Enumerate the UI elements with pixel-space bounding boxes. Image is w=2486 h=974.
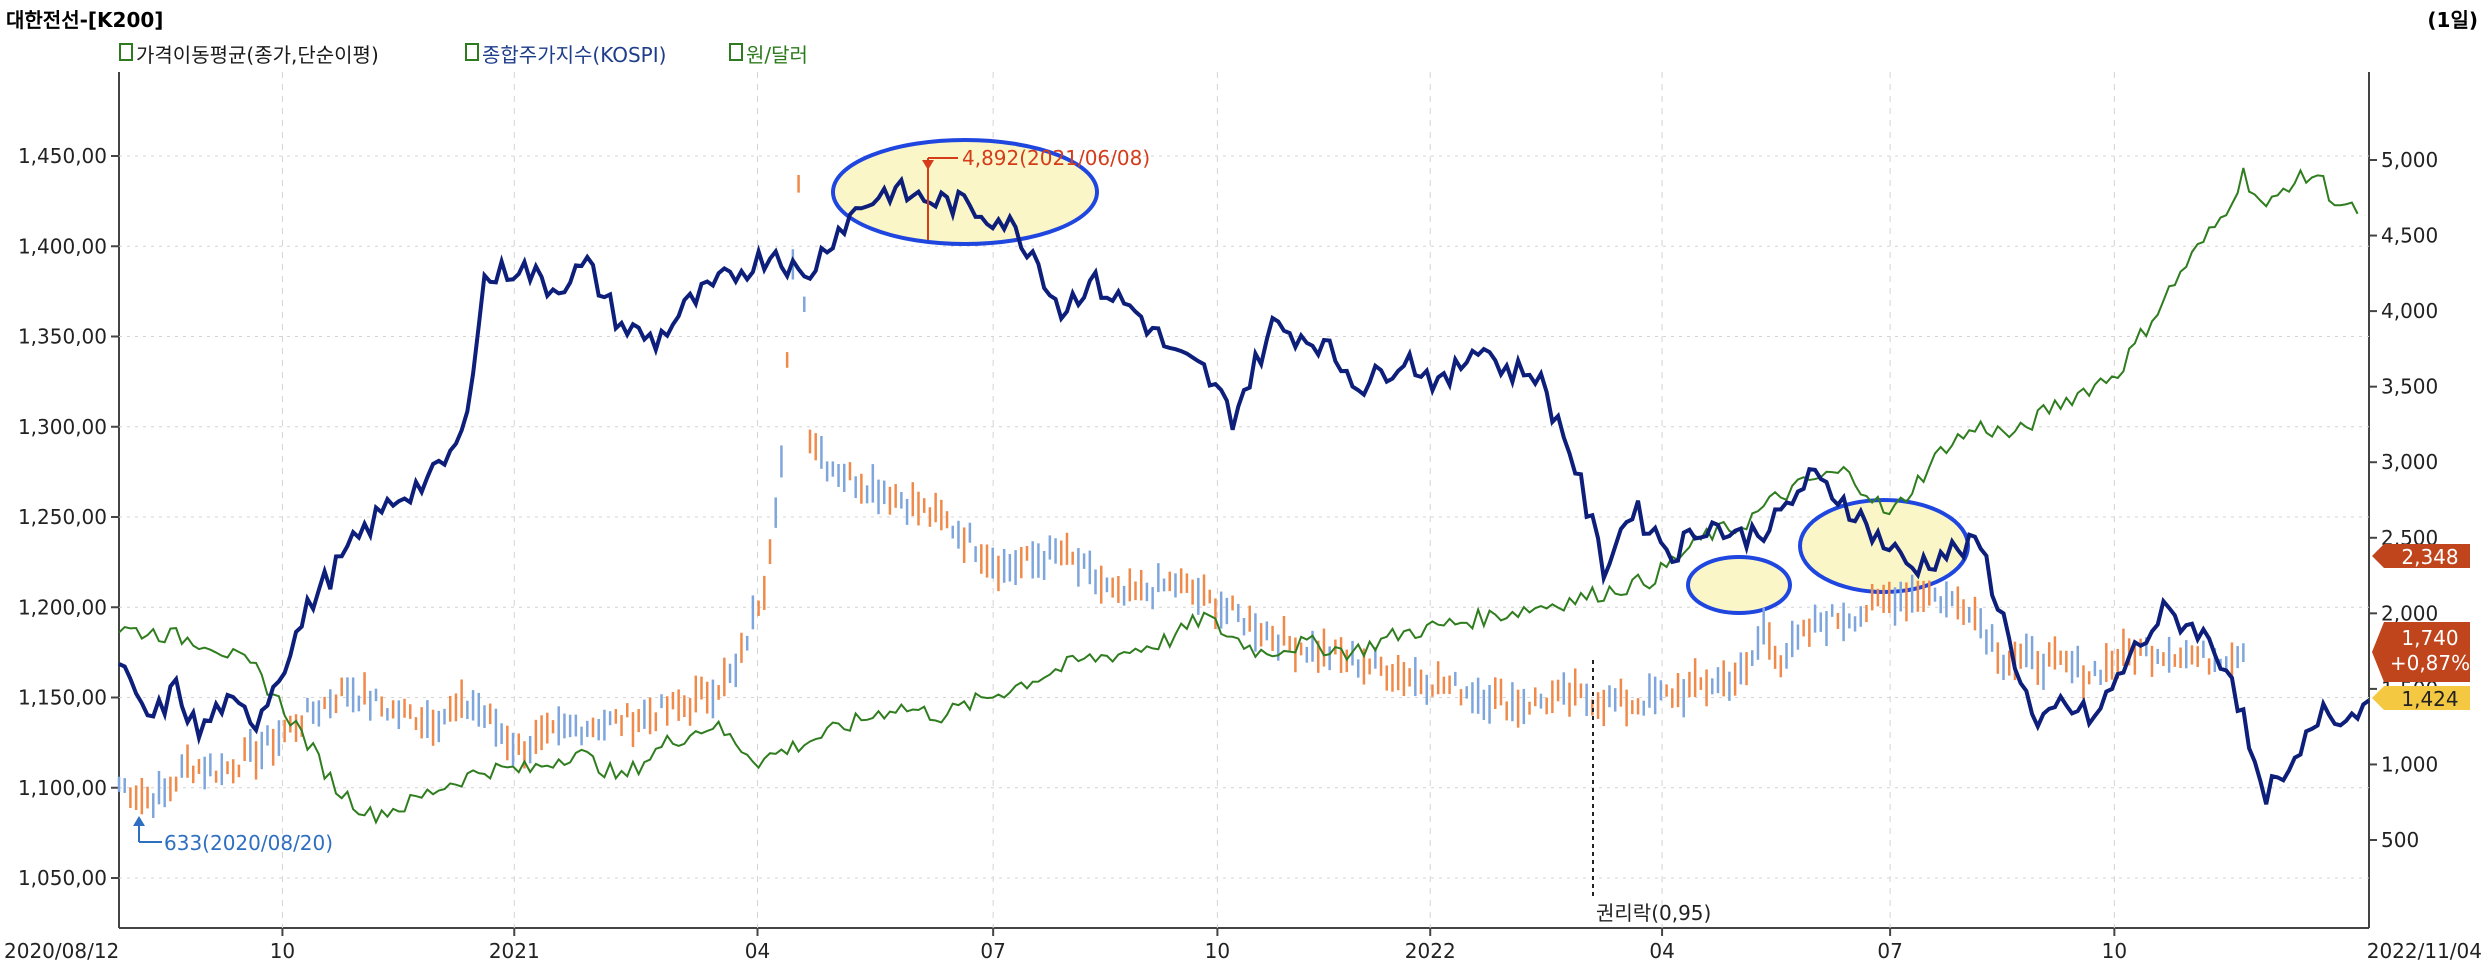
x-tick-label: 2021 [489,939,540,963]
legend-kospi: 종합주가지수(KOSPI) [482,43,666,67]
x-tick-label: 10 [1205,939,1230,963]
low-marker-arrow-icon [133,816,145,826]
badge-kospi-text: 2,348 [2401,545,2458,569]
left-tick-label: 1,400,00 [18,234,107,258]
x-tick-label: 2022 [1405,939,1456,963]
x-tick-label: 07 [980,939,1005,963]
rights-marker-label: 권리락(0,95) [1596,901,1711,925]
last-value-badges: 2,348 1,740 +0,87% 1,424 [2372,544,2470,711]
x-tick-label: 10 [2102,939,2127,963]
price-bars-series [117,175,2245,818]
badge-kospi-last [2372,544,2470,568]
legend-ma: 가격이동평균(종가,단순이평) [136,43,379,67]
left-tick-label: 1,050,00 [18,866,107,890]
high-marker: 4,892(2021/06/08) [922,146,1150,240]
high-marker-label: 4,892(2021/06/08) [962,146,1150,170]
left-tick-label: 1,100,00 [18,776,107,800]
low-marker-label: 633(2020/08/20) [164,831,333,855]
legend-checkbox-kospi[interactable] [465,43,479,61]
x-tick-label: 10 [270,939,295,963]
legend-checkbox-ma[interactable] [119,43,133,61]
legend: 가격이동평균(종가,단순이평) 종합주가지수(KOSPI) 원/달러 [119,43,808,67]
right-tick-label: 3,500 [2381,375,2438,399]
right-tick-label: 500 [2381,828,2419,852]
badge-krw-last [2372,686,2470,710]
right-tick-label: 3,000 [2381,450,2438,474]
rights-marker: 권리락(0,95) [1592,660,1711,925]
right-axis-ticks: 5,0004,5004,0003,5003,0002,5002,0001,500… [2369,148,2438,852]
x-tick-label: 2020/08/12 [4,939,119,963]
kospi-line [118,175,2371,805]
chart-title: 대한전선-[K200] [6,8,163,32]
x-tick-label: 04 [745,939,770,963]
right-tick-label: 2,000 [2381,601,2438,625]
badge-price-last [2372,622,2470,682]
badge-change-text: +0,87% [2390,651,2470,675]
highlight-ellipse-peak[interactable] [831,138,1099,246]
left-axis-ticks: 1,450,00 1,400,00 1,350,00 1,300,00 1,250,00… [18,144,119,890]
high-marker-arrow-icon [922,160,934,170]
left-tick-label: 1,350,00 [18,325,107,349]
highlight-ellipse-dip[interactable] [1686,555,1792,615]
left-tick-label: 1,300,00 [18,415,107,439]
badge-price-text: 1,740 [2401,626,2458,650]
grid [119,72,2369,928]
krw-usd-line [118,167,2359,825]
left-tick-label: 1,150,00 [18,686,107,710]
series-layer [117,167,2371,825]
header-bar [0,0,2486,38]
right-tick-label: 4,000 [2381,299,2438,323]
right-tick-label: 4,500 [2381,224,2438,248]
legend-krw: 원/달러 [746,43,808,67]
right-tick-label: 5,000 [2381,148,2438,172]
badge-krw-text: 1,424 [2401,687,2458,711]
left-tick-label: 1,450,00 [18,144,107,168]
legend-checkbox-krw[interactable] [729,43,743,61]
x-tick-label: 04 [1649,939,1674,963]
period-label: (1일) [2427,8,2478,32]
x-tick-label: 2022/11/04 [2367,939,2482,963]
low-marker: 633(2020/08/20) [133,816,333,855]
left-tick-label: 1,200,00 [18,595,107,619]
x-tick-label: 07 [1877,939,1902,963]
right-tick-label: 1,000 [2381,752,2438,776]
left-tick-label: 1,250,00 [18,505,107,529]
x-axis-ticks: 2020/08/12 10 2021 04 07 10 2022 04 07 10 2022/11/… [4,928,2482,963]
